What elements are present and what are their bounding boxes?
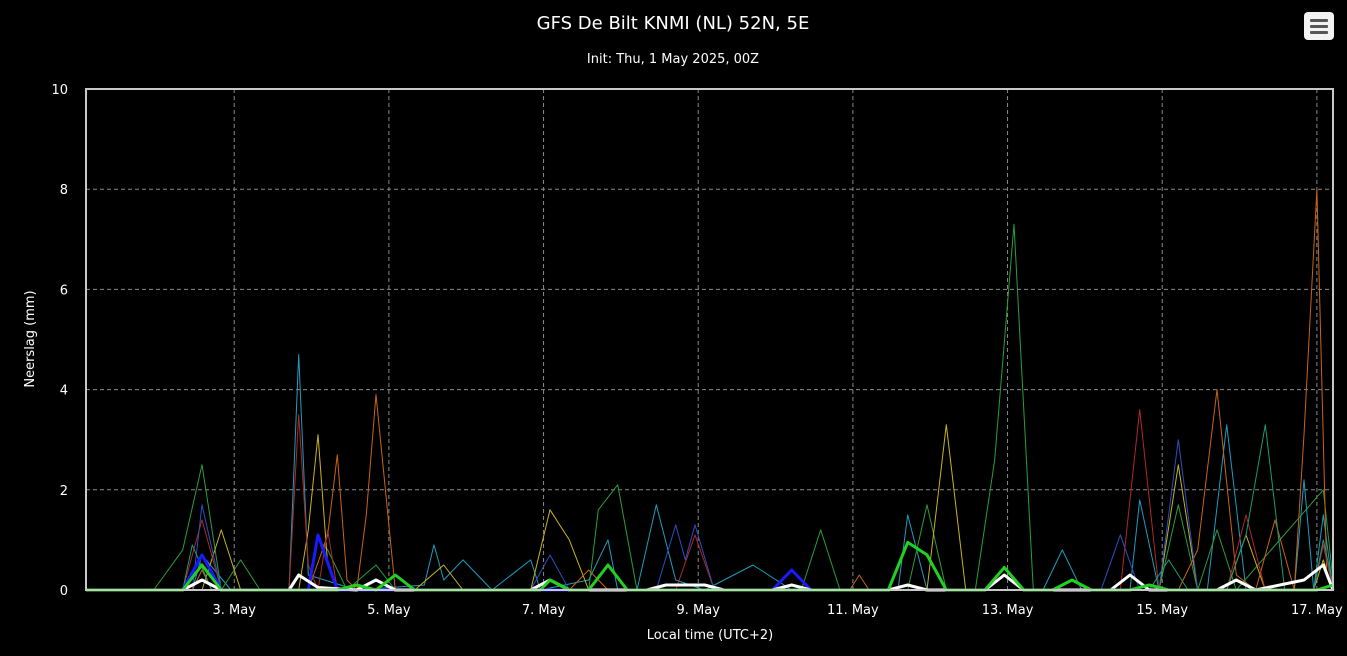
chart-subtitle: Init: Thu, 1 May 2025, 00Z — [587, 52, 759, 67]
x-tick-label: 9. May — [677, 603, 721, 618]
x-tick-label: 3. May — [213, 603, 257, 618]
y-tick-label: 2 — [60, 484, 68, 499]
hamburger-icon-line-3 — [1310, 31, 1328, 34]
series-line — [153, 223, 1334, 591]
hamburger-icon — [1310, 19, 1328, 22]
grid-lines — [86, 89, 1333, 590]
series-line — [181, 533, 813, 592]
y-tick-label: 4 — [60, 384, 68, 399]
hamburger-icon-line-2 — [1310, 25, 1328, 28]
y-tick-label: 10 — [51, 83, 68, 98]
x-axis-label: Local time (UTC+2) — [647, 628, 773, 643]
y-tick-label: 8 — [60, 183, 68, 198]
x-tick-label: 7. May — [522, 603, 566, 618]
hamburger-menu-button[interactable] — [1304, 12, 1334, 40]
y-axis-ticks: 0 2 4 6 8 10 — [51, 83, 68, 599]
x-tick-label: 15. May — [1136, 603, 1188, 618]
plot-frame — [85, 88, 1334, 591]
x-tick-label: 5. May — [367, 603, 411, 618]
series-line — [182, 409, 1334, 591]
y-axis-label: Neerslag (mm) — [23, 290, 38, 387]
y-tick-label: 6 — [60, 283, 68, 298]
series-line — [191, 439, 1199, 591]
chart-title: GFS De Bilt KNMI (NL) 52N, 5E — [537, 13, 810, 34]
x-tick-label: 13. May — [982, 603, 1034, 618]
series-line — [182, 424, 1334, 591]
y-tick-label: 0 — [60, 584, 68, 599]
x-tick-label: 17. May — [1291, 603, 1343, 618]
x-axis-ticks: 3. May 5. May 7. May 9. May 11. May 13. May 15… — [213, 603, 1344, 618]
x-tick-label: 11. May — [827, 603, 879, 618]
series-line — [86, 540, 1334, 592]
